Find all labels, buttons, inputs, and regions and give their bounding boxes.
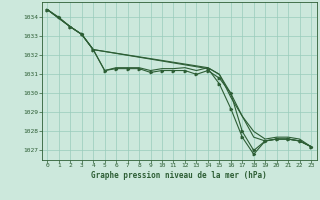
X-axis label: Graphe pression niveau de la mer (hPa): Graphe pression niveau de la mer (hPa) (91, 171, 267, 180)
